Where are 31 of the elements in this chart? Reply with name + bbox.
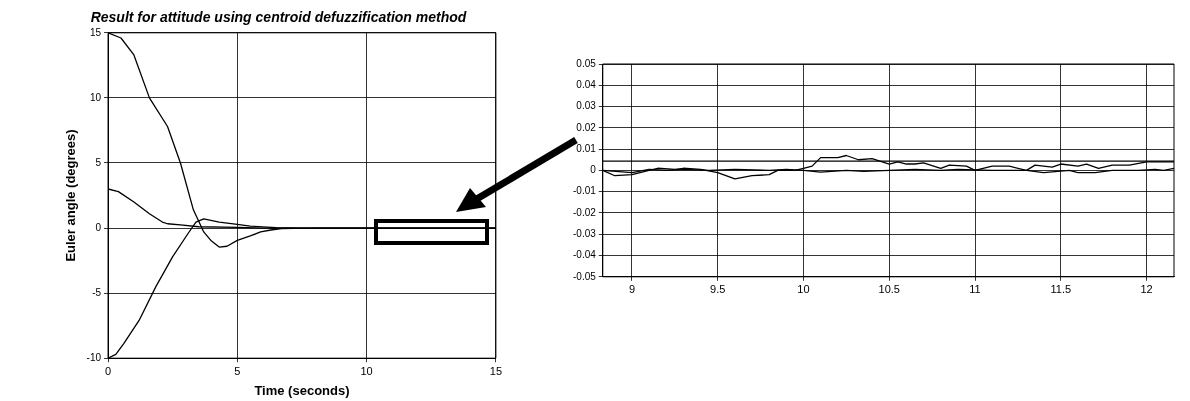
x-tick-label: 9 bbox=[628, 283, 636, 296]
chart-title: Result for attitude using centroid defuzzification method bbox=[90, 9, 467, 26]
x-tick-label: 12 bbox=[1140, 283, 1153, 296]
y-tick-label: -5 bbox=[92, 286, 102, 298]
x-tick-label: 11 bbox=[969, 283, 981, 296]
y-tick-label: 0.05 bbox=[576, 57, 597, 69]
x-tick-label: 10.5 bbox=[878, 283, 900, 296]
y-tick-label: -0.02 bbox=[573, 206, 597, 218]
y-tick-label: -10 bbox=[86, 351, 102, 363]
x-tick-label: 5 bbox=[234, 364, 241, 377]
x-tick-label: 15 bbox=[489, 364, 503, 377]
y-tick-label: -0.03 bbox=[573, 227, 597, 239]
x-tick-label: 10 bbox=[797, 283, 810, 296]
y-tick-label: 10 bbox=[89, 91, 102, 103]
y-axis-title: Euler angle (degrees) bbox=[63, 129, 79, 262]
y-tick-label: 0.01 bbox=[576, 142, 597, 154]
x-tick-label: 0 bbox=[104, 364, 112, 377]
x-tick-label: 11.5 bbox=[1050, 283, 1072, 296]
y-tick-label: 0 bbox=[590, 164, 597, 176]
y-tick-label: -0.01 bbox=[573, 185, 597, 197]
y-tick-label: 0.04 bbox=[576, 79, 597, 91]
y-tick-label: 0 bbox=[95, 221, 102, 233]
y-tick-label: 15 bbox=[89, 26, 102, 38]
x-axis-title: Time (seconds) bbox=[254, 382, 350, 398]
y-tick-label: 0.03 bbox=[576, 100, 597, 112]
y-tick-label: 5 bbox=[95, 156, 102, 168]
x-tick-label: 9.5 bbox=[710, 283, 726, 296]
x-tick-label: 10 bbox=[360, 364, 373, 377]
y-tick-label: 0.02 bbox=[576, 121, 597, 133]
y-tick-label: -0.04 bbox=[573, 249, 597, 261]
y-tick-label: -0.05 bbox=[573, 270, 597, 282]
